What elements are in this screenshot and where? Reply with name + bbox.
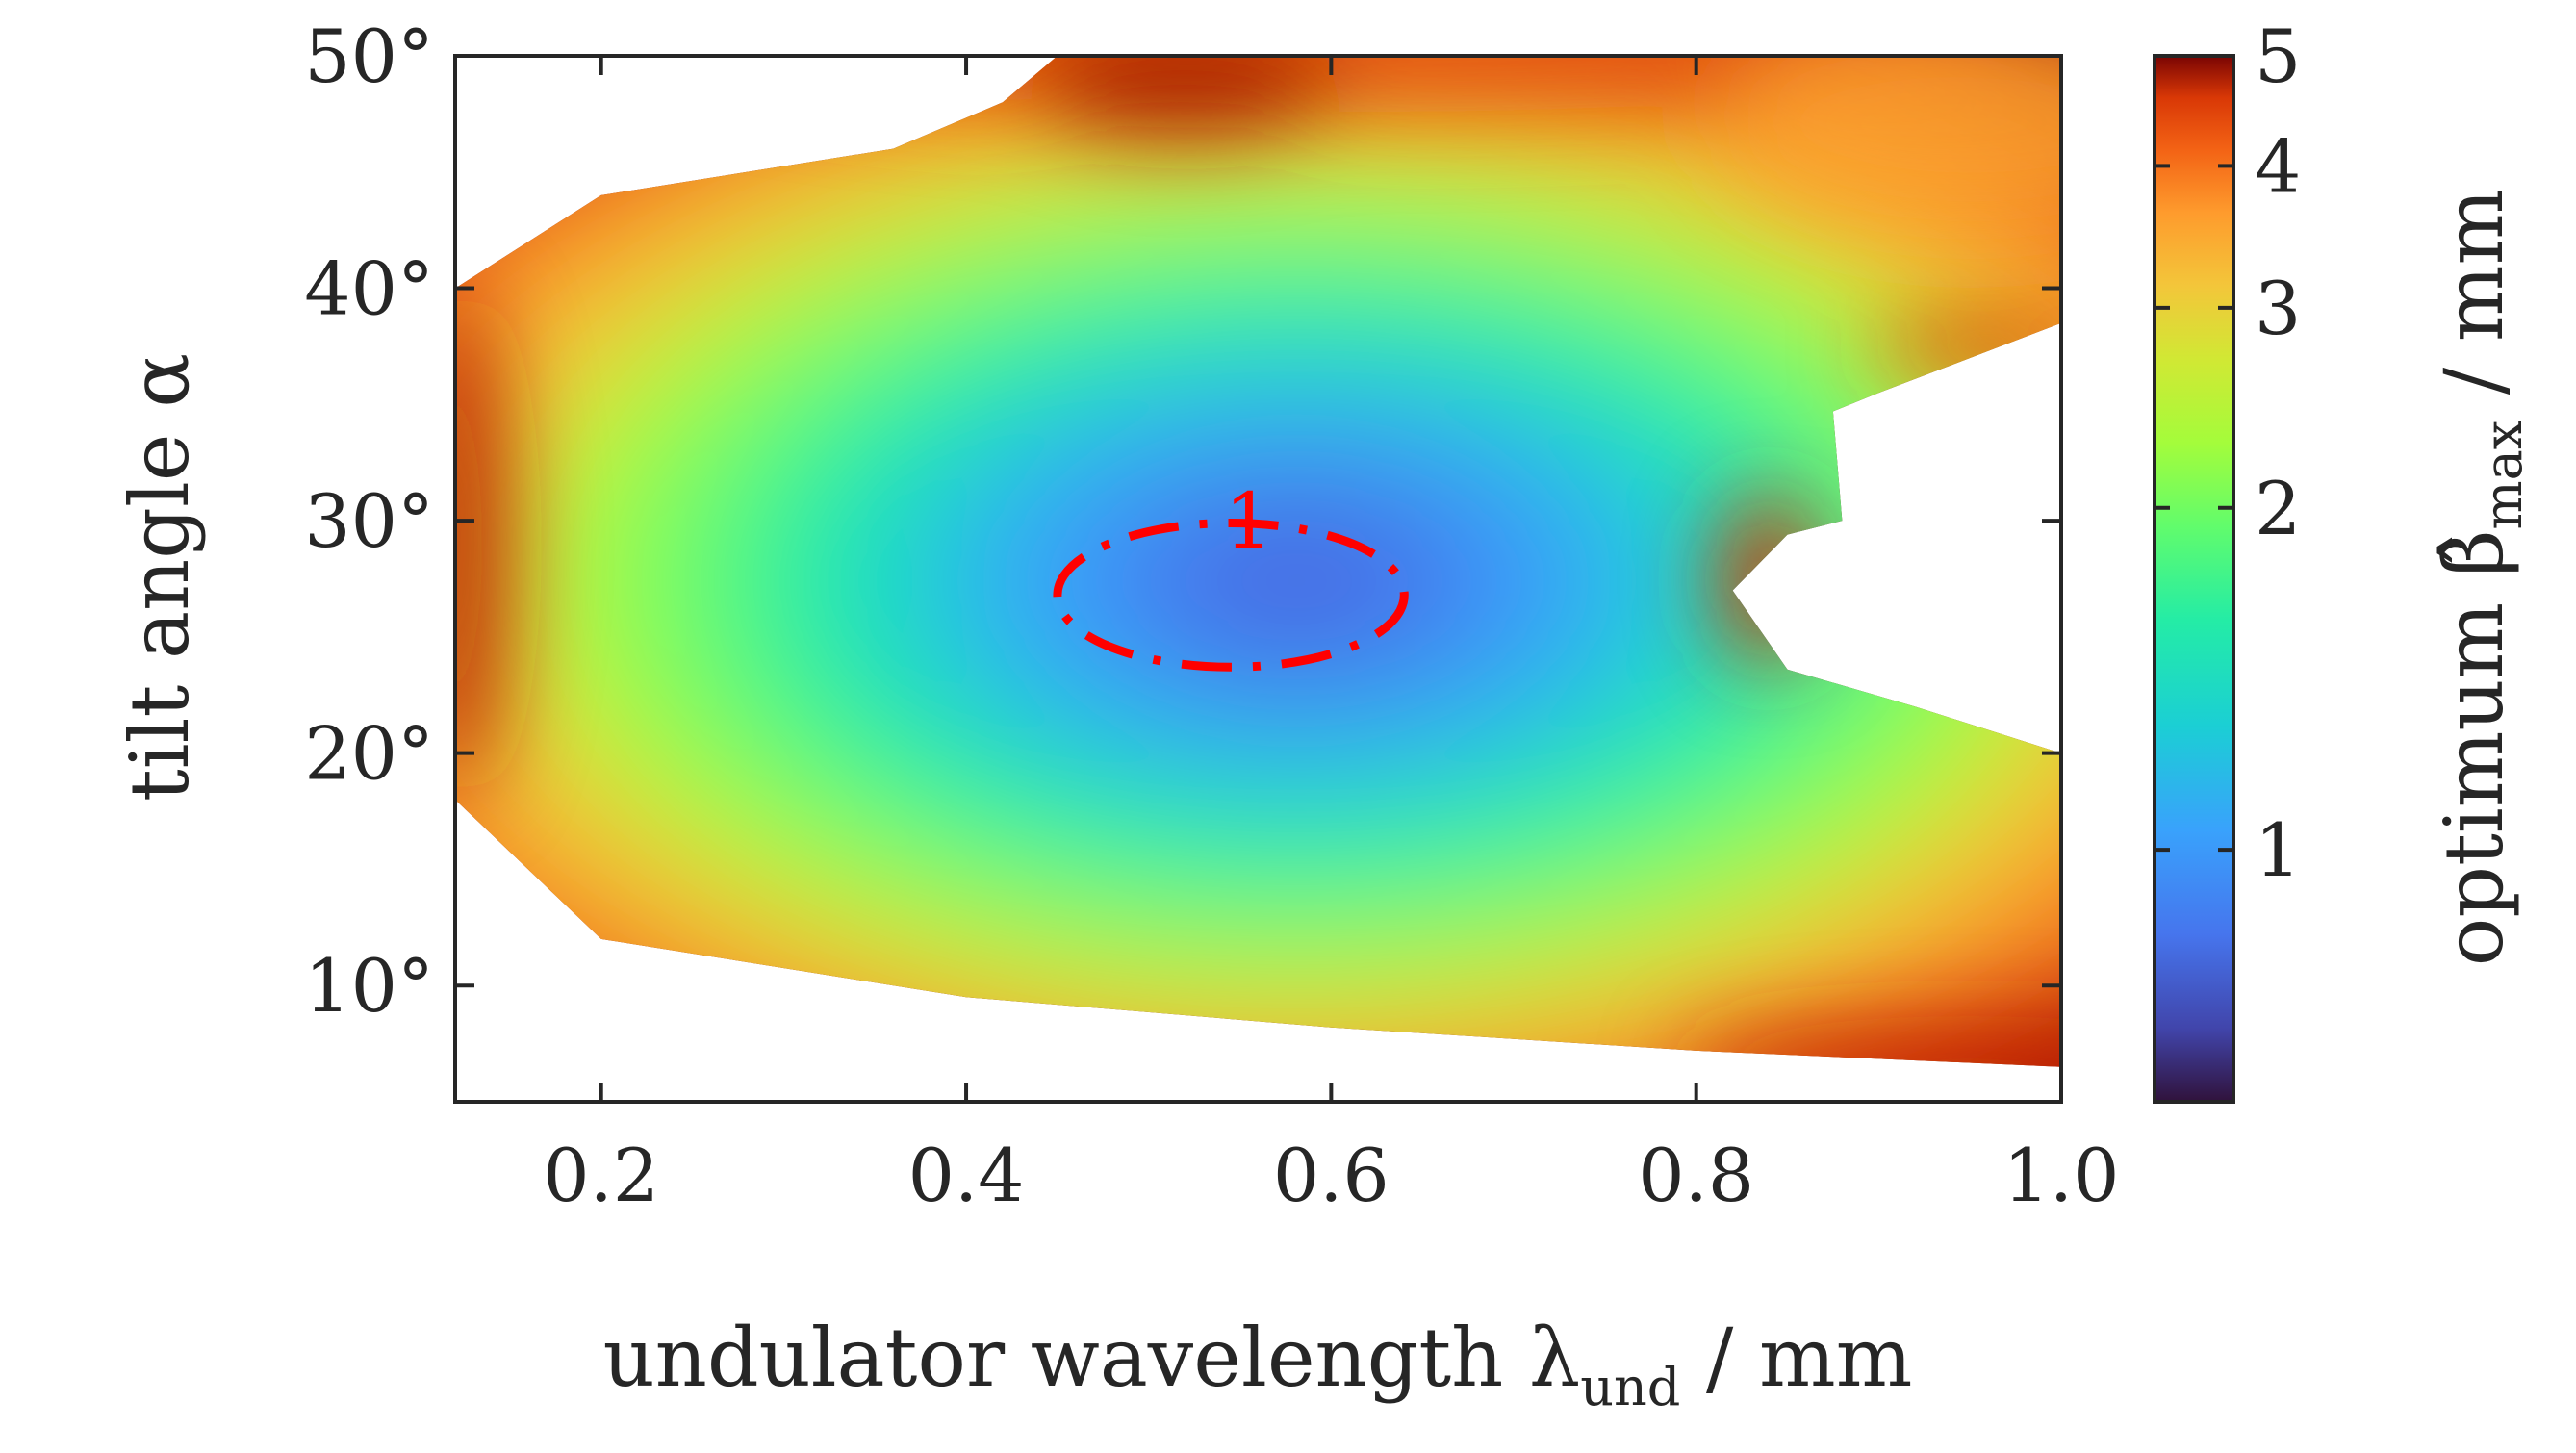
x-tick-label: 0.4 xyxy=(908,1133,1025,1218)
y-axis-label: tilt angle α xyxy=(113,353,207,802)
y-tick-label: 20° xyxy=(304,711,434,797)
x-axis: 0.2 0.4 0.6 0.8 1.0 xyxy=(543,56,2119,1218)
colorbar-label: optimum β̂max / mm xyxy=(2427,189,2534,967)
y-tick-label: 10° xyxy=(304,943,434,1029)
x-tick-label: 0.6 xyxy=(1273,1133,1390,1218)
colorbar-tick-label: 5 xyxy=(2255,13,2301,99)
contour-line xyxy=(1053,519,1409,672)
y-axis: 10° 20° 30° 40° 50° xyxy=(304,13,2061,1029)
colorbar-tick-label: 2 xyxy=(2255,466,2301,551)
y-tick-label: 40° xyxy=(304,246,434,332)
colorbar-tick-label: 1 xyxy=(2255,807,2301,893)
colorbar-gradient xyxy=(2153,54,2235,1104)
plot-frame xyxy=(453,54,2063,1104)
colorbar-tick-label: 4 xyxy=(2255,123,2301,209)
y-tick-label: 50° xyxy=(304,13,434,99)
colorbar: 1 2 3 4 5 optimum β̂max / mm xyxy=(2153,13,2534,1104)
x-tick-label: 1.0 xyxy=(2003,1133,2120,1218)
contour-level-1: 1 xyxy=(1053,476,1409,672)
heatmap-fill xyxy=(455,56,2061,1067)
contour-label: 1 xyxy=(1225,476,1274,566)
heatmap xyxy=(455,56,2061,1067)
colorbar-tick-label: 3 xyxy=(2255,266,2301,351)
x-axis-label: undulator wavelength λund / mm xyxy=(603,1311,1913,1417)
colorbar-ticks: 1 2 3 4 5 xyxy=(2155,13,2301,893)
x-tick-label: 0.8 xyxy=(1638,1133,1754,1218)
x-tick-label: 0.2 xyxy=(543,1133,659,1218)
y-tick-label: 30° xyxy=(304,478,434,564)
